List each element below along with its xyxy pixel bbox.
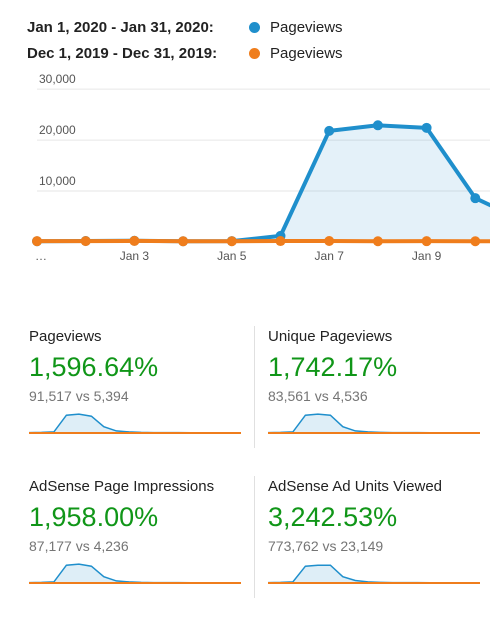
metric-card-adsense-ad-units-viewed[interactable]: AdSense Ad Units Viewed 3,242.53% 773,76… <box>268 478 488 618</box>
metric-label: Pageviews <box>29 328 102 345</box>
metric-sparkline <box>267 556 481 586</box>
metric-comparison: 773,762 vs 23,149 <box>268 538 383 554</box>
data-point <box>81 236 91 246</box>
data-point <box>178 236 188 246</box>
data-point <box>373 236 383 246</box>
x-tick-label: Jan 7 <box>315 249 345 263</box>
data-point <box>129 236 139 246</box>
data-point <box>32 236 42 246</box>
data-point <box>373 120 383 130</box>
data-point <box>227 236 237 246</box>
data-point <box>422 236 432 246</box>
legend-series-previous: Pageviews <box>270 45 343 62</box>
metric-label: AdSense Ad Units Viewed <box>268 478 442 495</box>
metric-sparkline <box>28 556 242 586</box>
metric-change-value: 3,242.53% <box>268 502 397 533</box>
legend-range-previous: Dec 1, 2019 - Dec 31, 2019: <box>27 45 249 62</box>
legend-range-current: Jan 1, 2020 - Jan 31, 2020: <box>27 19 249 36</box>
data-point <box>470 193 480 203</box>
metric-card-pageviews[interactable]: Pageviews 1,596.64% 91,517 vs 5,394 <box>29 328 249 468</box>
y-tick-label: 10,000 <box>39 174 76 188</box>
x-tick-label: Jan 3 <box>120 249 150 263</box>
metric-sparkline <box>267 406 481 436</box>
legend-row-current: Jan 1, 2020 - Jan 31, 2020: Pageviews <box>27 16 343 38</box>
metric-label: AdSense Page Impressions <box>29 478 214 495</box>
data-point <box>276 236 286 246</box>
series-area <box>37 125 490 242</box>
metric-divider <box>254 326 255 448</box>
data-point <box>422 123 432 133</box>
metric-comparison: 91,517 vs 5,394 <box>29 388 129 404</box>
metric-change-value: 1,742.17% <box>268 352 397 383</box>
data-point <box>324 126 334 136</box>
x-tick-label: … <box>35 249 47 263</box>
metric-sparkline <box>28 406 242 436</box>
metric-comparison: 83,561 vs 4,536 <box>268 388 368 404</box>
pageviews-line-chart[interactable]: 10,000 20,000 30,000 … Jan 3 Jan 5 Jan 7 Jan 9 <box>0 70 490 270</box>
x-tick-label: Jan 5 <box>217 249 247 263</box>
legend-dot-current-icon <box>249 22 260 33</box>
y-tick-label: 20,000 <box>39 123 76 137</box>
x-tick-label: Jan 9 <box>412 249 442 263</box>
metric-comparison: 87,177 vs 4,236 <box>29 538 129 554</box>
metric-card-adsense-page-impressions[interactable]: AdSense Page Impressions 1,958.00% 87,17… <box>29 478 249 618</box>
legend-series-current: Pageviews <box>270 19 343 36</box>
metric-divider <box>254 476 255 598</box>
data-point <box>470 236 480 246</box>
y-tick-label: 30,000 <box>39 72 76 86</box>
data-point <box>324 236 334 246</box>
metric-change-value: 1,596.64% <box>29 352 158 383</box>
legend-row-previous: Dec 1, 2019 - Dec 31, 2019: Pageviews <box>27 42 343 64</box>
metric-card-unique-pageviews[interactable]: Unique Pageviews 1,742.17% 83,561 vs 4,5… <box>268 328 488 468</box>
metric-change-value: 1,958.00% <box>29 502 158 533</box>
metric-label: Unique Pageviews <box>268 328 392 345</box>
legend-dot-previous-icon <box>249 48 260 59</box>
